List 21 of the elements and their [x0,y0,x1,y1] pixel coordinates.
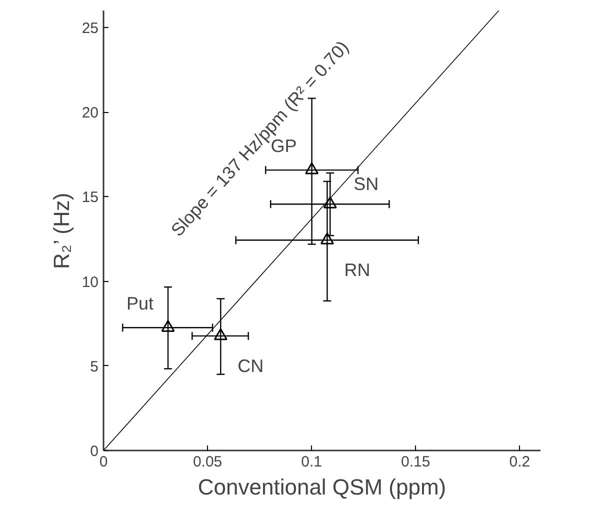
annotation: Put [126,294,154,314]
point [323,196,337,208]
y-tick-label: 25 [82,20,99,37]
y-axis-title: R₂’ (Hz) [48,192,74,269]
point [320,232,334,244]
annotation: CN [238,356,264,376]
x-tick-label: 0.2 [509,454,530,470]
annotation: RN [344,260,370,280]
x-axis-title: Conventional QSM (ppm) [198,474,446,500]
point [305,162,319,174]
x-tick-label: 0.15 [401,454,430,470]
annotation: SN [354,174,379,194]
y-tick-label: 5 [90,358,98,376]
y-tick-label: 15 [82,189,99,206]
y-tick-label: 20 [82,104,99,122]
y-tick-label: 0 [90,443,98,460]
x-tick-label: 0.1 [301,454,322,470]
point [214,328,228,340]
y-tick-label: 10 [82,274,99,291]
x-tick-label: 0.05 [192,454,222,470]
point [161,320,175,332]
